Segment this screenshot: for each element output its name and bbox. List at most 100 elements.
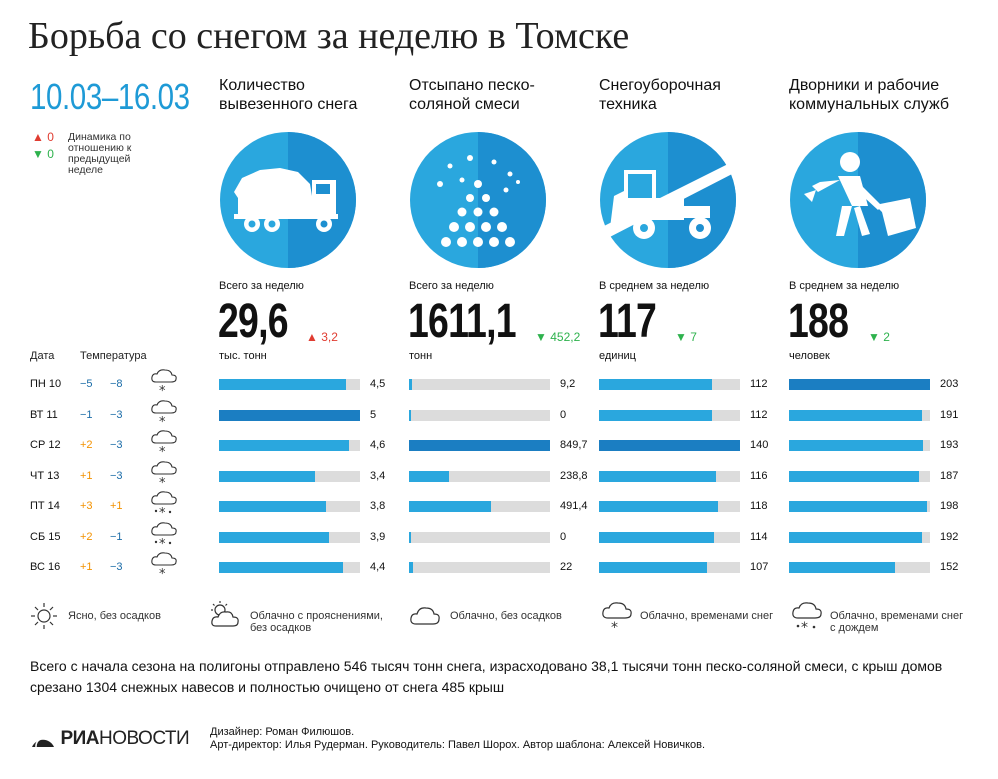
cloud-snow-icon: * <box>151 430 177 459</box>
bar-value: 0 <box>560 530 567 543</box>
svg-text:*: * <box>801 620 808 634</box>
legend-up: ▲ 0 <box>32 130 54 144</box>
bar-track <box>789 379 930 390</box>
bar <box>599 409 712 421</box>
ria-logo: РИАНОВОСТИ <box>30 728 190 751</box>
bar-value: 116 <box>750 469 768 482</box>
row-temp-day: +3 <box>80 500 93 512</box>
total-label-workers: В среднем за неделю <box>789 280 900 292</box>
cloud-snow-rain-icon: * <box>792 602 822 634</box>
bar-value: 22 <box>560 561 573 573</box>
column-title-snow: Количество вывезенного снега <box>219 77 358 113</box>
svg-text:*: * <box>159 445 166 459</box>
bar-value: 114 <box>750 530 768 543</box>
bar-track <box>219 379 360 390</box>
row-date: ПТ 14 <box>30 500 60 512</box>
bar <box>219 379 346 390</box>
column-title-workers: Дворники и рабочие коммунальных служб <box>789 77 950 113</box>
bar <box>599 470 716 482</box>
bar-value: 4,4 <box>370 561 386 573</box>
delta-sand: ▼ 452,2 <box>535 330 581 344</box>
row-temp-night: −3 <box>110 439 123 451</box>
svg-text:*: * <box>159 506 166 520</box>
bar <box>599 531 714 543</box>
bar <box>409 409 411 421</box>
legend-partly-cloudy: Облачно с прояснениями, без осадков <box>250 610 383 634</box>
cloud-snow-icon: * <box>151 460 177 490</box>
bar-track <box>599 379 740 390</box>
row-temp-day: −5 <box>80 378 93 390</box>
bar <box>409 562 413 573</box>
bar-value: 107 <box>750 561 769 573</box>
bar-track <box>789 470 930 482</box>
total-label-sand: Всего за неделю <box>409 280 494 292</box>
bar <box>219 470 315 482</box>
delta-snow: ▲ 3,2 <box>306 330 338 344</box>
bar-track <box>409 470 550 482</box>
column-title-sand: Отсыпано песко-соляной смеси <box>409 77 535 113</box>
row-temp-day: +2 <box>80 439 93 451</box>
bar-track <box>789 562 930 573</box>
bar-value: 112 <box>750 408 768 421</box>
bar-track <box>599 562 740 573</box>
bar-track <box>599 440 740 451</box>
up-arrow-icon: ▲ <box>306 330 318 344</box>
unit-snow: тыс. тонн <box>219 350 267 362</box>
bar-track <box>219 531 360 543</box>
bar <box>409 379 412 390</box>
bar-value: 5 <box>370 408 377 421</box>
header-date: Дата <box>30 350 55 362</box>
svg-text:*: * <box>159 415 166 429</box>
cloud-icon <box>410 607 440 625</box>
bar-track <box>409 379 550 390</box>
svg-text:*: * <box>159 384 166 398</box>
unit-machinery: единиц <box>599 350 636 362</box>
down-arrow-icon: ▼ <box>535 330 547 344</box>
logo-ria: РИА <box>60 728 100 749</box>
bar <box>789 562 895 573</box>
total-label-snow: Всего за неделю <box>219 280 304 292</box>
total-snow: 29,6 <box>218 295 289 348</box>
credits-rest: Арт-директор: Илья Рудерман. Руководител… <box>210 739 706 751</box>
bar-value: 152 <box>940 561 959 573</box>
bar-value: 4,5 <box>370 378 386 390</box>
bar-track <box>409 501 550 512</box>
row-date: СБ 15 <box>30 530 61 543</box>
bar <box>789 440 924 451</box>
svg-text:*: * <box>159 537 166 551</box>
total-label-machinery: В среднем за неделю <box>599 280 710 292</box>
legend-snow-rain: Облачно, временами снег с дождем <box>830 610 964 634</box>
row-temp-night: +1 <box>110 500 123 512</box>
total-sand: 1611,1 <box>408 295 517 348</box>
bar <box>789 470 919 482</box>
page-title: Борьба со снегом за неделю в Томске <box>28 15 630 57</box>
bar-value: 491,4 <box>560 500 588 512</box>
bar-value: 118 <box>750 500 768 512</box>
bar-value: 193 <box>940 439 959 451</box>
bar-value: 4,6 <box>370 439 386 451</box>
summary-text: Всего с начала сезона на полигоны отправ… <box>30 658 943 695</box>
legend-clear: Ясно, без осадков <box>68 610 161 622</box>
bar <box>789 501 927 512</box>
header-temperature: Температура <box>80 350 147 362</box>
up-arrow-icon: ▲ <box>32 130 44 144</box>
row-date: ВС 16 <box>30 561 61 573</box>
row-temp-night: −1 <box>110 530 123 543</box>
bar <box>789 379 930 390</box>
legend-snow: Облачно, временами снег <box>640 610 774 622</box>
bar-track <box>219 409 360 421</box>
sun-icon <box>31 603 57 629</box>
sand-pile-icon <box>410 132 546 268</box>
row-temp-night: −3 <box>110 408 123 421</box>
bar-value: 203 <box>940 378 959 390</box>
bar-value: 3,9 <box>370 530 386 543</box>
credits-designer: Дизайнер: Роман Филюшов. <box>210 726 355 738</box>
bar-value: 192 <box>940 530 959 543</box>
snowplow-icon <box>600 132 736 268</box>
row-temp-night: −3 <box>110 561 123 573</box>
row-temp-night: −3 <box>110 469 123 482</box>
total-machinery: 117 <box>598 295 657 348</box>
bar <box>599 379 712 390</box>
date-range: 10.03–16.03 <box>30 76 190 117</box>
bar-track <box>599 409 740 421</box>
